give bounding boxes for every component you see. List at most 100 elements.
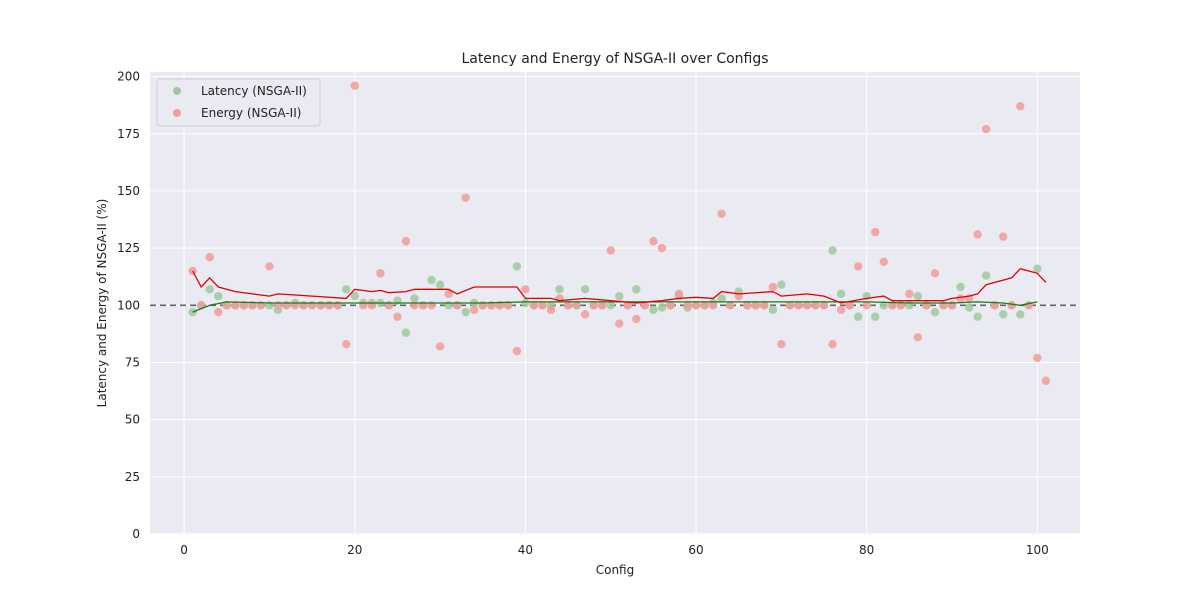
energy-point bbox=[222, 301, 231, 310]
energy-point bbox=[657, 243, 667, 253]
latency-point bbox=[214, 291, 223, 301]
energy-point bbox=[649, 237, 658, 246]
energy-point bbox=[444, 289, 453, 299]
energy-point bbox=[794, 301, 803, 310]
energy-point bbox=[572, 301, 581, 310]
energy-point bbox=[939, 301, 948, 310]
energy-point bbox=[333, 301, 342, 310]
latency-point bbox=[580, 285, 590, 294]
energy-point bbox=[956, 294, 965, 303]
energy-point bbox=[350, 81, 359, 90]
latency-point bbox=[461, 307, 470, 317]
energy-point bbox=[435, 342, 445, 351]
y-tick-label: 50 bbox=[125, 413, 140, 427]
x-tick-label: 20 bbox=[347, 543, 362, 557]
energy-point bbox=[879, 257, 888, 267]
energy-point bbox=[674, 289, 684, 299]
energy-point bbox=[905, 289, 914, 299]
energy-point bbox=[683, 301, 692, 310]
energy-point bbox=[743, 301, 752, 310]
energy-point bbox=[922, 301, 931, 310]
latency-point bbox=[657, 303, 667, 312]
energy-point bbox=[598, 301, 607, 310]
x-tick-labels: 0 20 40 60 80 100 bbox=[180, 543, 1048, 557]
chart-title: Latency and Energy of NSGA-II over Confi… bbox=[461, 51, 768, 67]
latency-point bbox=[981, 271, 991, 280]
energy-point bbox=[342, 339, 351, 349]
legend-box bbox=[156, 78, 321, 127]
legend-marker-energy bbox=[173, 109, 181, 117]
legend-marker-latency bbox=[173, 87, 181, 95]
y-tick-label: 200 bbox=[117, 70, 140, 84]
energy-point bbox=[521, 285, 530, 294]
energy-point bbox=[580, 310, 590, 319]
energy-point bbox=[981, 124, 991, 134]
y-tick-label: 0 bbox=[132, 527, 140, 541]
latency-point bbox=[768, 305, 778, 315]
energy-point bbox=[205, 253, 214, 262]
energy-point bbox=[214, 307, 223, 317]
latency-point bbox=[649, 305, 658, 315]
energy-point bbox=[785, 301, 795, 310]
energy-point bbox=[470, 305, 479, 315]
energy-point bbox=[452, 301, 462, 310]
latency-point bbox=[632, 285, 641, 294]
energy-point bbox=[273, 301, 283, 310]
energy-point bbox=[316, 301, 325, 310]
energy-point bbox=[546, 305, 556, 315]
legend-label-latency: Latency (NSGA-II) bbox=[201, 84, 307, 98]
latency-point bbox=[973, 312, 982, 321]
latency-point bbox=[956, 282, 965, 292]
energy-point bbox=[1033, 353, 1042, 363]
energy-point bbox=[751, 301, 760, 310]
energy-point bbox=[708, 301, 718, 310]
latency-point bbox=[555, 285, 564, 294]
energy-point bbox=[188, 266, 197, 276]
latency-point bbox=[521, 298, 530, 308]
latency-point bbox=[1016, 310, 1025, 319]
latency-point bbox=[512, 262, 522, 271]
energy-point bbox=[359, 301, 368, 310]
latency-point bbox=[879, 301, 888, 310]
energy-point bbox=[606, 246, 615, 255]
energy-point bbox=[999, 232, 1008, 241]
energy-point bbox=[853, 262, 863, 271]
energy-point bbox=[768, 282, 778, 292]
latency-point bbox=[606, 301, 615, 310]
y-tick-label: 125 bbox=[117, 241, 140, 255]
energy-point bbox=[367, 301, 377, 310]
energy-point bbox=[819, 301, 829, 310]
energy-point bbox=[691, 301, 701, 310]
trend-lines bbox=[192, 267, 1047, 313]
energy-point bbox=[290, 301, 300, 310]
latency-point bbox=[777, 280, 786, 289]
energy-point bbox=[802, 301, 812, 310]
energy-point bbox=[700, 301, 709, 310]
energy-point bbox=[376, 269, 385, 278]
latency-point bbox=[930, 307, 940, 317]
energy-point bbox=[913, 333, 923, 342]
energy-point bbox=[632, 314, 641, 324]
energy-point bbox=[239, 301, 249, 310]
energy-point bbox=[862, 301, 871, 310]
latency-point bbox=[615, 291, 624, 301]
energy-point bbox=[589, 301, 598, 310]
energy-point bbox=[512, 346, 522, 356]
energy-point bbox=[324, 301, 334, 310]
latency-point bbox=[410, 294, 419, 303]
energy-point bbox=[777, 339, 786, 349]
latency-point bbox=[999, 310, 1008, 319]
scatter-points bbox=[188, 81, 1051, 385]
latency-point bbox=[828, 246, 837, 255]
y-tick-label: 25 bbox=[125, 470, 140, 484]
energy-point bbox=[529, 301, 539, 310]
latency-point bbox=[964, 303, 974, 312]
latency-point bbox=[444, 301, 453, 310]
latency-point bbox=[717, 294, 726, 303]
energy-point bbox=[666, 301, 675, 310]
energy-point bbox=[427, 301, 436, 310]
x-tick-label: 40 bbox=[518, 543, 533, 557]
y-tick-label: 75 bbox=[125, 355, 140, 369]
y-axis-label: Latency and Energy of NSGA-II (%) bbox=[95, 199, 109, 408]
